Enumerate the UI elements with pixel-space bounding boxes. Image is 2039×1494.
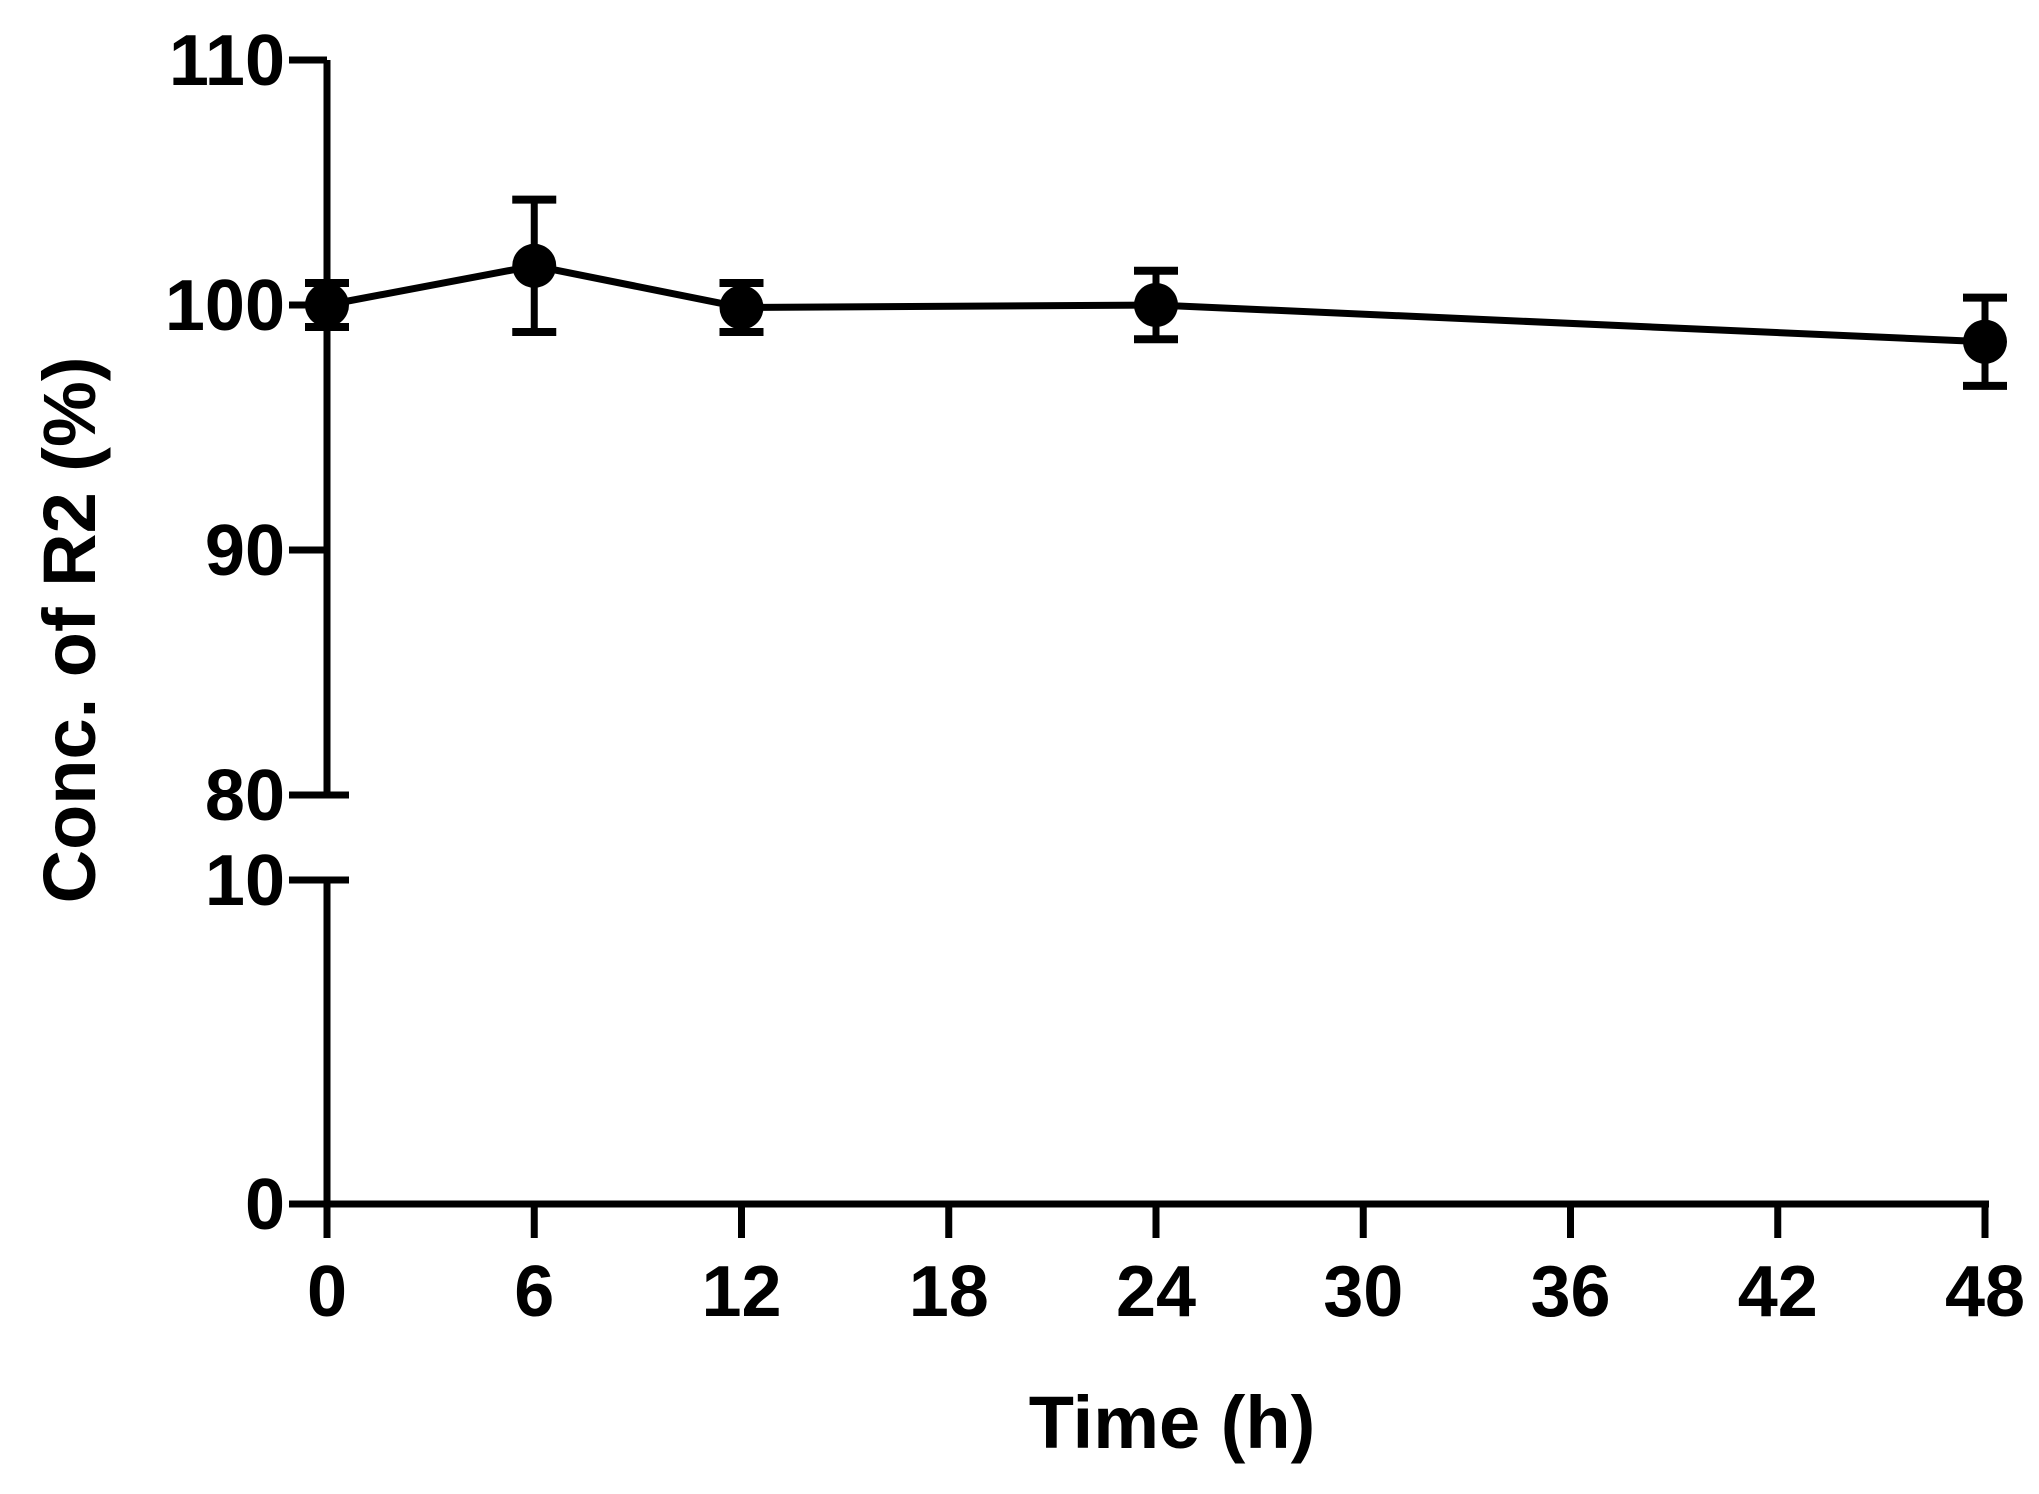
- data-point: [512, 243, 557, 288]
- x-axis-title: Time (h): [1029, 1381, 1315, 1464]
- y-tick-label: 110: [169, 21, 285, 101]
- data-point: [1134, 283, 1178, 327]
- y-tick-label: 100: [165, 266, 285, 346]
- data-point: [1963, 319, 2007, 364]
- x-tick-label: 48: [1945, 1252, 2025, 1332]
- x-tick-label: 12: [701, 1252, 781, 1332]
- data-point: [719, 285, 764, 330]
- x-tick-label: 30: [1323, 1252, 1403, 1332]
- x-tick-label: 36: [1530, 1252, 1610, 1332]
- y-axis-title: Conc. of R2 (%): [28, 357, 111, 904]
- y-tick-label: 10: [205, 841, 285, 921]
- x-tick-label: 42: [1738, 1252, 1818, 1332]
- x-tick-label: 0: [307, 1252, 347, 1332]
- x-tick-label: 18: [909, 1252, 989, 1332]
- axes: [289, 60, 1989, 1208]
- y-tick-label: 90: [205, 511, 285, 591]
- x-tick-label: 6: [514, 1252, 554, 1332]
- y-tick-label: 80: [205, 756, 285, 836]
- x-tick-label: 24: [1116, 1252, 1196, 1332]
- y-tick-label: 0: [245, 1165, 285, 1245]
- data-point: [305, 283, 349, 327]
- data-series: [305, 195, 2007, 390]
